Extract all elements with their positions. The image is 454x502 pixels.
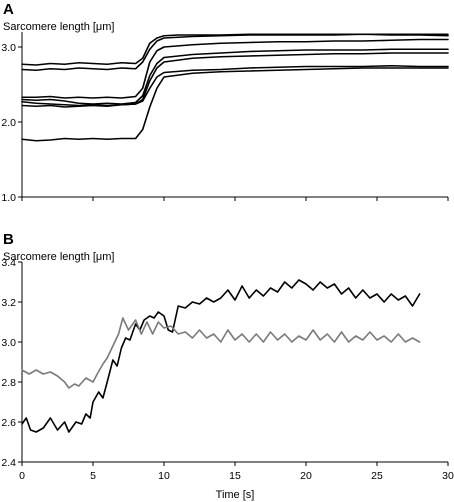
xtick-label: 0 [19,470,25,482]
series-line-3 [21,38,449,99]
ytick-label: 3.0 [1,42,16,54]
ytick-label: 3.4 [1,257,16,269]
panel-a-yticks: 1.0 2.0 3.0 [1,42,22,204]
series-line-7 [21,67,449,142]
panel-b: B Sarcomere length [μm] 2.4 2.6 2.8 3.0 3.2 3… [1,231,454,501]
xtick-label: 25 [371,470,383,482]
xtick-label: 20 [300,470,312,482]
ytick-label: 2.6 [1,417,16,429]
panel-b-letter: B [3,231,14,248]
series-line-6 [21,64,449,108]
panel-b-yticks: 2.4 2.6 2.8 3.0 3.2 3.4 [1,257,22,469]
panel-b-xlabel: Time [s] [216,489,255,501]
panel-a-ylabel: Sarcomere length [μm] [3,21,115,33]
ytick-label: 2.8 [1,377,16,389]
series-line-1 [21,279,421,433]
panel-a: A Sarcomere length [μm] 1.0 2.0 3.0 [1,1,449,204]
panel-a-xticks [21,197,449,201]
panel-b-xticks: 0 5 10 15 20 25 30 [19,462,454,482]
xtick-label: 30 [442,470,454,482]
xtick-label: 10 [158,470,170,482]
series-line-5 [21,52,449,107]
ytick-label: 2.0 [1,117,16,129]
series-line-4 [21,48,449,105]
ytick-label: 2.4 [1,457,16,469]
panel-b-traces [21,279,421,433]
series-line-2 [21,317,421,389]
xtick-label: 5 [90,470,96,482]
ytick-label: 3.0 [1,337,16,349]
xtick-label: 15 [229,470,241,482]
ytick-label: 3.2 [1,297,16,309]
ytick-label: 1.0 [1,192,16,204]
panel-a-letter: A [3,1,14,18]
panel-b-ylabel: Sarcomere length [μm] [3,251,115,263]
panel-a-traces [21,33,449,142]
series-line-2 [21,33,449,72]
